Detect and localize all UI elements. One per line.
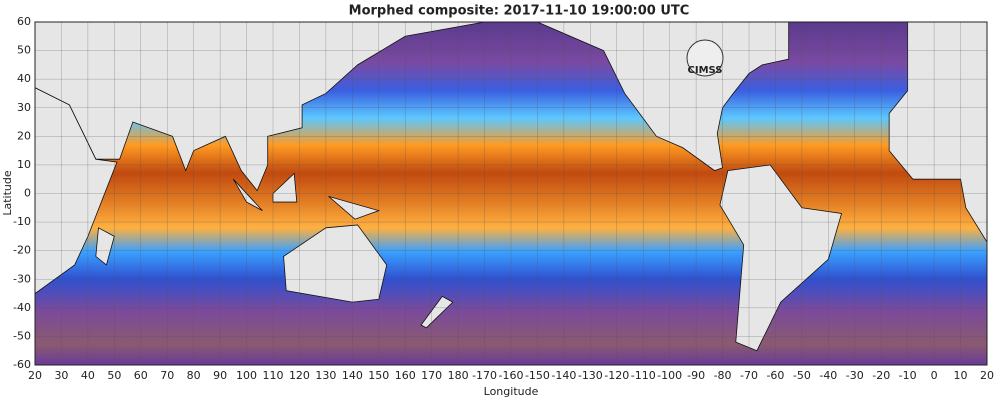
graticule xyxy=(34,21,988,366)
landmass xyxy=(34,21,485,192)
y-tick-label: 20 xyxy=(17,129,31,142)
x-tick-label: 120 xyxy=(289,369,310,382)
y-tick-label: 0 xyxy=(24,187,31,200)
x-tick-label: -10 xyxy=(899,369,917,382)
x-tick-label: -170 xyxy=(472,369,497,382)
x-tick-label: 130 xyxy=(315,369,336,382)
x-tick-label: -130 xyxy=(578,369,603,382)
x-tick-label: -30 xyxy=(846,369,864,382)
land xyxy=(34,21,988,352)
landmass xyxy=(283,224,388,303)
y-tick-label: 60 xyxy=(17,15,31,28)
x-tick-label: 140 xyxy=(342,369,363,382)
x-tick-label: -150 xyxy=(525,369,550,382)
y-tick-label: -10 xyxy=(13,215,31,228)
x-tick-label: -90 xyxy=(687,369,705,382)
landmass xyxy=(232,178,263,212)
x-tick-label: 60 xyxy=(134,369,148,382)
x-tick-label: 170 xyxy=(421,369,442,382)
x-tick-label: 150 xyxy=(368,369,389,382)
y-tick-label: -30 xyxy=(13,272,31,285)
x-tick-label: 70 xyxy=(160,369,174,382)
landmass xyxy=(95,227,115,266)
y-tick-label: 30 xyxy=(17,101,31,114)
x-tick-label: -160 xyxy=(499,369,524,382)
y-tick-label: -50 xyxy=(13,329,31,342)
x-tick-label: -120 xyxy=(604,369,629,382)
x-tick-label: 20 xyxy=(28,369,42,382)
y-tick-label: -60 xyxy=(13,358,31,371)
x-tick-label: -40 xyxy=(819,369,837,382)
y-tick-label: -40 xyxy=(13,301,31,314)
x-tick-label: 110 xyxy=(263,369,284,382)
x-tick-label: 20 xyxy=(980,369,994,382)
x-tick-label: -80 xyxy=(714,369,732,382)
landmass xyxy=(420,295,454,329)
y-tick-label: 40 xyxy=(17,72,31,85)
map-frame xyxy=(34,21,988,366)
y-tick-label: -20 xyxy=(13,244,31,257)
map-title: Morphed composite: 2017-11-10 19:00:00 U… xyxy=(349,4,690,19)
x-tick-label: 90 xyxy=(213,369,227,382)
x-tick-label: -110 xyxy=(631,369,656,382)
x-tick-label: -100 xyxy=(657,369,682,382)
logo: CIMSS xyxy=(686,39,724,77)
x-tick-label: 180 xyxy=(448,369,469,382)
x-tick-label: 160 xyxy=(395,369,416,382)
x-tick-label: -20 xyxy=(872,369,890,382)
x-tick-label: -140 xyxy=(551,369,576,382)
landmass xyxy=(328,195,381,220)
x-tick-label: 100 xyxy=(236,369,257,382)
logo-text: CIMSS xyxy=(688,65,723,76)
x-tick-label: 0 xyxy=(931,369,938,382)
y-axis-label: Latitude xyxy=(1,170,14,216)
y-tick-label: 10 xyxy=(17,158,31,171)
x-tick-label: 30 xyxy=(54,369,68,382)
x-tick-label: -70 xyxy=(740,369,758,382)
x-tick-label: 80 xyxy=(187,369,201,382)
y-tick-label: 50 xyxy=(17,44,31,57)
x-axis-label: Longitude xyxy=(484,385,539,398)
x-tick-label: 40 xyxy=(81,369,95,382)
x-tick-label: -60 xyxy=(766,369,784,382)
landmass xyxy=(34,87,118,295)
x-tick-label: 10 xyxy=(954,369,968,382)
x-tick-label: 50 xyxy=(107,369,121,382)
logo-globe xyxy=(686,39,724,77)
x-tick-label: -50 xyxy=(793,369,811,382)
